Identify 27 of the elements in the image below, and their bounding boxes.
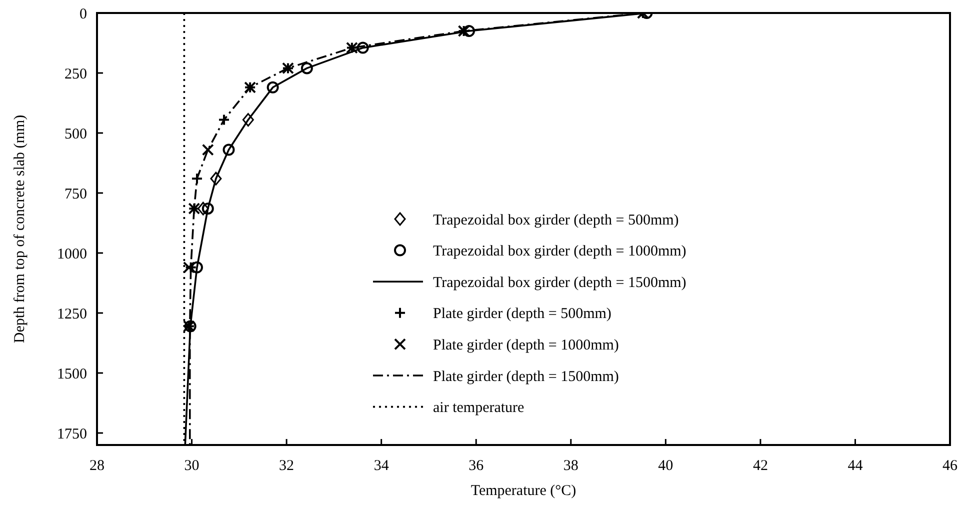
legend-label: Trapezoidal box girder (depth = 1000mm) xyxy=(433,244,686,260)
y-axis-title: Depth from top of concrete slab (mm) xyxy=(12,114,28,344)
x-tick-label: 32 xyxy=(279,458,294,474)
x-tick-label: 38 xyxy=(563,458,578,474)
x-tick-label: 42 xyxy=(752,458,768,474)
legend-label: Trapezoidal box girder (depth = 500mm) xyxy=(433,212,679,228)
y-tick-label: 1250 xyxy=(57,306,87,322)
legend-label: Plate girder (depth = 1500mm) xyxy=(433,368,619,385)
x-tick-label: 40 xyxy=(658,458,674,474)
y-tick-label: 0 xyxy=(80,6,87,22)
legend-label: Plate girder (depth = 1000mm) xyxy=(433,337,619,354)
y-tick-label: 750 xyxy=(64,186,87,202)
y-tick-label: 1500 xyxy=(57,366,87,382)
x-axis-title: Temperature (°C) xyxy=(470,483,576,499)
x-tick-label: 44 xyxy=(848,458,864,474)
y-tick-label: 1750 xyxy=(57,426,87,442)
x-tick-label: 36 xyxy=(468,458,484,474)
y-tick-label: 250 xyxy=(64,66,87,82)
legend-label: Plate girder (depth = 500mm) xyxy=(433,306,612,322)
x-tick-label: 30 xyxy=(184,458,200,474)
x-tick-label: 34 xyxy=(374,458,390,474)
y-tick-label: 500 xyxy=(64,126,87,142)
x-tick-label: 46 xyxy=(942,458,958,474)
legend-label: Trapezoidal box girder (depth = 1500mm) xyxy=(433,274,686,291)
y-tick-label: 1000 xyxy=(57,246,87,262)
legend-label: air temperature xyxy=(433,400,525,416)
x-tick-label: 28 xyxy=(90,458,104,474)
